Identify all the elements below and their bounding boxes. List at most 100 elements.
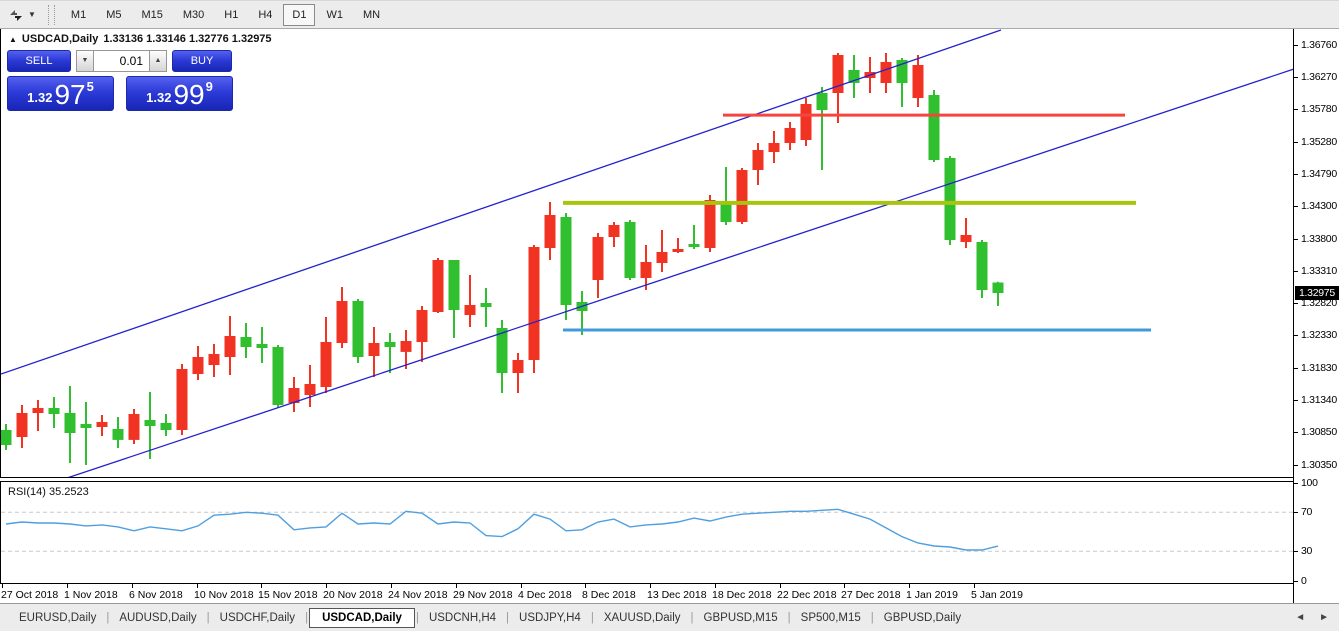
date-tick (132, 584, 133, 588)
sell-button[interactable]: SELL (7, 49, 71, 72)
buy-price-button[interactable]: 1.32 99 9 (126, 76, 233, 111)
date-label: 24 Nov 2018 (388, 589, 448, 601)
timeframes-toolbar-icon[interactable]: ▼ (0, 7, 42, 23)
toolbar: ▼ M1 M5 M15 M30 H1 H4 D1 W1 MN (0, 0, 1339, 29)
tab-usdcad-daily[interactable]: USDCAD,Daily (309, 607, 415, 628)
price-tick (1294, 335, 1298, 337)
price-tick (1294, 45, 1298, 46)
price-axis-label: 1.33800 (1301, 232, 1337, 245)
price-tick (1294, 400, 1298, 402)
tab-scroll-right-icon[interactable]: ► (1319, 612, 1329, 623)
tab-separator: | (787, 611, 791, 624)
timeframe-button-m5[interactable]: M5 (106, 8, 122, 21)
tab-xauusd-daily[interactable]: XAUUSD,Daily (603, 611, 681, 624)
current-price-badge: 1.32975 (1295, 286, 1339, 300)
date-tick (261, 584, 262, 588)
buy-button[interactable]: BUY (172, 49, 232, 72)
tab-sp500-m15[interactable]: SP500,M15 (800, 611, 861, 624)
toolbar-drag-handle[interactable] (47, 4, 55, 25)
date-label: 15 Nov 2018 (258, 589, 318, 601)
tab-usdjpy-h4[interactable]: USDJPY,H4 (519, 611, 581, 624)
price-axis-label: 1.34790 (1301, 168, 1337, 181)
date-label: 22 Dec 2018 (777, 589, 837, 601)
tab-separator: | (506, 611, 510, 624)
tab-usdchf-daily[interactable]: USDCHF,Daily (219, 611, 296, 624)
price-tick (1294, 303, 1298, 305)
timeframe-button-w1[interactable]: W1 (326, 8, 343, 21)
tab-usdcnh-h4[interactable]: USDCNH,H4 (428, 611, 497, 624)
date-label: 4 Dec 2018 (518, 589, 572, 601)
price-tick (1294, 206, 1298, 208)
volume-input[interactable] (94, 49, 149, 72)
tab-separator: | (106, 611, 110, 624)
timeframe-buttons: M1 M5 M15 M30 H1 H4 D1 W1 MN (61, 1, 390, 28)
price-axis-label: 1.35280 (1301, 135, 1337, 148)
date-tick (909, 584, 910, 588)
chevron-down-icon[interactable]: ▼ (28, 10, 36, 19)
main-chart-panel: ▲ USDCAD,Daily 1.33136 1.33146 1.32776 1… (0, 29, 1293, 477)
volume-stepper: ▼ ▲ (76, 49, 167, 72)
date-tick (780, 584, 781, 588)
collapse-panel-icon[interactable]: ▲ (9, 34, 17, 44)
date-label: 27 Dec 2018 (841, 589, 901, 601)
chart-ohlc-values: 1.33136 1.33146 1.32776 1.32975 (103, 33, 272, 45)
timeframe-button-mn[interactable]: MN (362, 8, 381, 21)
date-tick (521, 584, 522, 588)
date-label: 13 Dec 2018 (647, 589, 707, 601)
rsi-chart-canvas[interactable] (1, 482, 1293, 583)
buy-price-pip: 9 (205, 79, 213, 94)
rsi-axis-label: 0 (1301, 574, 1307, 587)
tab-gbpusd-m15[interactable]: GBPUSD,M15 (703, 611, 778, 624)
timeframe-button-h1[interactable]: H1 (224, 8, 239, 21)
date-label: 1 Nov 2018 (64, 589, 118, 601)
tab-scroll-left-icon[interactable]: ◄ (1295, 612, 1306, 623)
date-label: 6 Nov 2018 (129, 589, 183, 601)
timeframe-button-m15[interactable]: M15 (141, 8, 163, 21)
date-label: 5 Jan 2019 (971, 589, 1023, 601)
date-tick (391, 584, 392, 588)
rsi-axis-label: 70 (1301, 506, 1313, 519)
tab-eurusd-daily[interactable]: EURUSD,Daily (19, 611, 97, 624)
price-axis-label: 1.31340 (1301, 394, 1337, 407)
price-axis-label: 1.31830 (1301, 362, 1337, 375)
price-axis-label: 1.30850 (1301, 426, 1337, 439)
date-tick (197, 584, 198, 588)
volume-increase-button[interactable]: ▲ (149, 49, 167, 72)
tab-separator: | (870, 611, 874, 624)
price-axis-label: 1.32820 (1301, 297, 1337, 310)
date-label: 1 Jan 2019 (906, 589, 958, 601)
chart-symbol-label: USDCAD,Daily (21, 33, 99, 45)
price-tick (1294, 77, 1298, 79)
time-axis[interactable]: 27 Oct 2018 1 Nov 2018 6 Nov 2018 10 Nov 20… (0, 583, 1339, 603)
date-label: 29 Nov 2018 (453, 589, 513, 601)
tab-separator: | (690, 611, 694, 624)
date-label: 18 Dec 2018 (712, 589, 772, 601)
date-label: 20 Nov 2018 (323, 589, 383, 601)
volume-decrease-button[interactable]: ▼ (76, 49, 94, 72)
panel-separator[interactable] (0, 477, 1339, 482)
tab-scroll-arrows: ◄ ► (1295, 612, 1329, 623)
timeframe-button-m30[interactable]: M30 (182, 8, 205, 21)
timeframe-button-d1[interactable]: D1 (283, 3, 316, 26)
price-tick (1294, 432, 1298, 434)
date-tick (585, 584, 586, 588)
price-tick (1294, 368, 1298, 370)
date-tick (456, 584, 457, 588)
price-scale[interactable]: 1.32975 1.36760 1.36270 1.35780 1.35280 1.34… (1293, 29, 1339, 603)
timeframe-button-m1[interactable]: M1 (70, 8, 87, 21)
candlestick-chart-canvas[interactable] (1, 29, 1293, 477)
tab-separator: | (590, 611, 594, 624)
double-arrow-icon (10, 9, 22, 21)
price-tick (1294, 271, 1298, 273)
date-label: 10 Nov 2018 (194, 589, 254, 601)
tab-gbpusd-daily[interactable]: GBPUSD,Daily (883, 611, 962, 624)
chart-tab-bar: EURUSD,Daily | AUDUSD,Daily | USDCHF,Daily | U… (0, 603, 1339, 631)
price-tick (1294, 109, 1298, 111)
date-tick (650, 584, 651, 588)
price-axis-label: 1.36270 (1301, 71, 1337, 84)
date-tick (844, 584, 845, 588)
timeframe-button-h4[interactable]: H4 (258, 8, 273, 21)
buy-price-main: 99 (173, 79, 205, 110)
sell-price-button[interactable]: 1.32 97 5 (7, 76, 114, 111)
tab-audusd-daily[interactable]: AUDUSD,Daily (119, 611, 197, 624)
